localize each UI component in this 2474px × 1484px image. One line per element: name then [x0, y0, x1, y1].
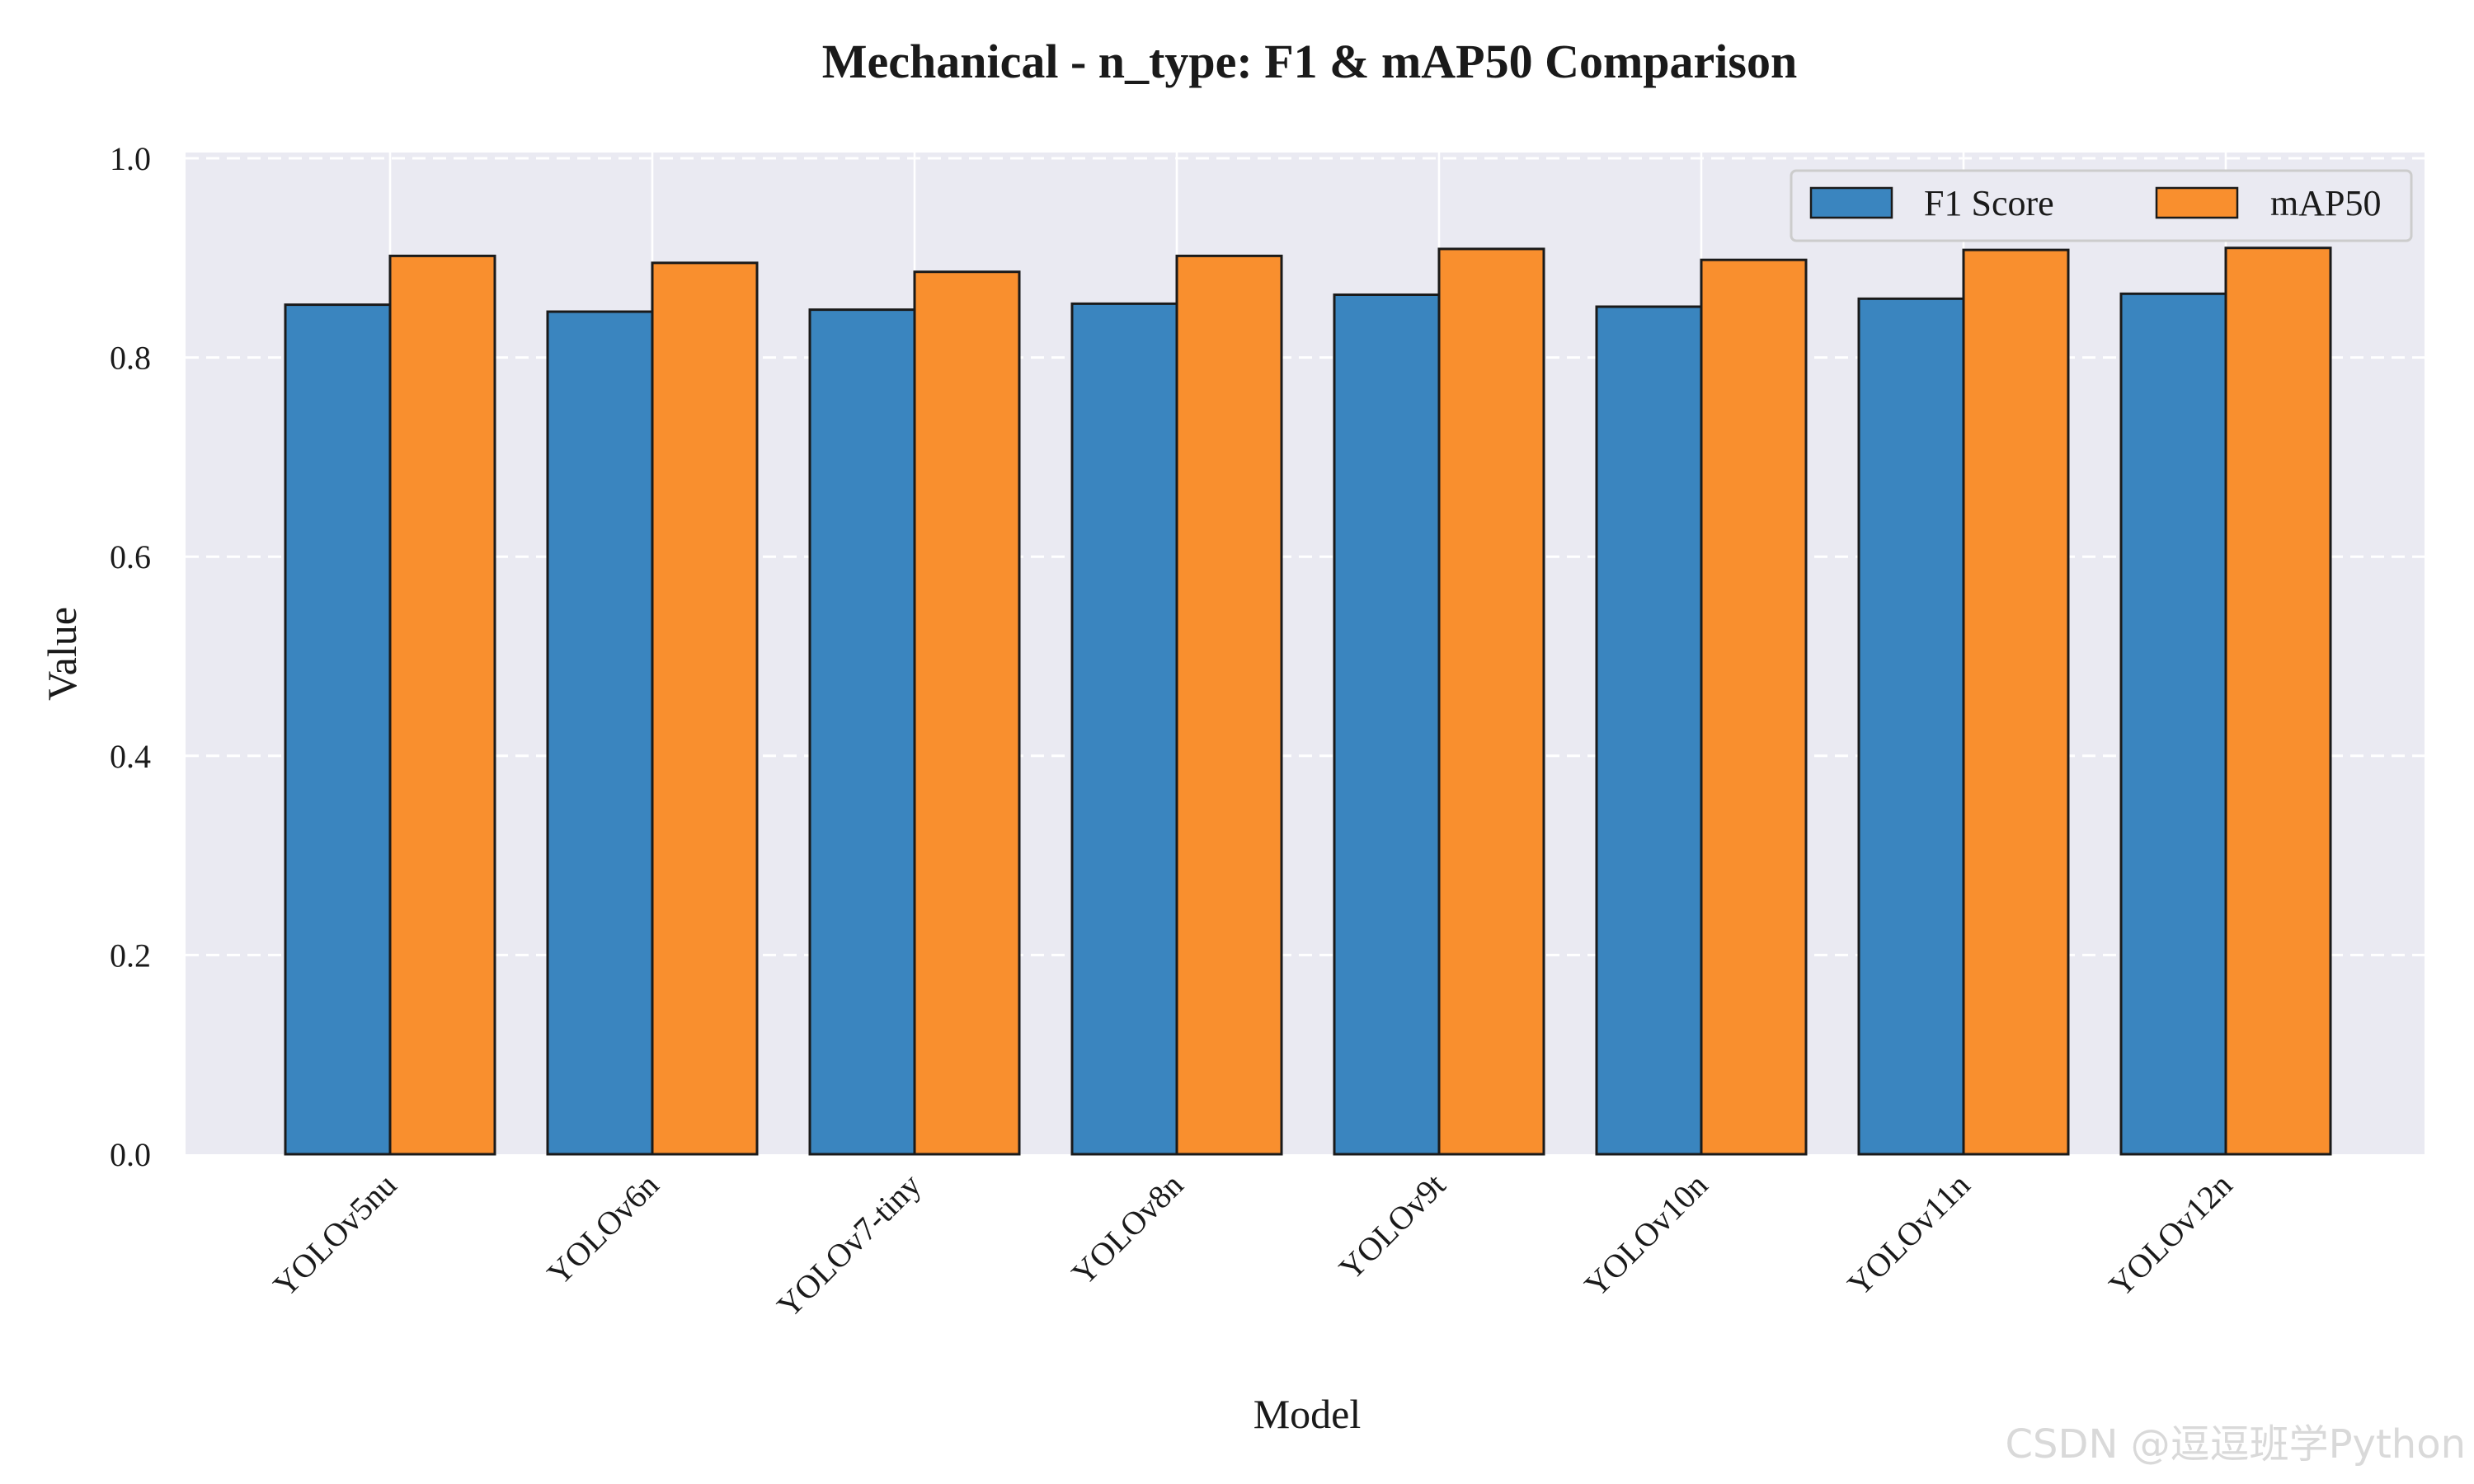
y-tick-label: 0.6	[110, 538, 151, 575]
plot-area	[186, 153, 2425, 1154]
bar-f1-score	[1070, 302, 1178, 1156]
x-tick-label: YOLOv6n	[540, 1167, 666, 1293]
bar-map50	[2224, 247, 2332, 1156]
legend-label-map50: mAP50	[2270, 183, 2381, 223]
bar-f1-score	[1857, 297, 1965, 1156]
y-axis-label: Value	[39, 607, 85, 701]
bars	[284, 247, 2332, 1156]
legend-swatch-map50	[2155, 186, 2239, 219]
bar-map50	[913, 270, 1021, 1156]
watermark-text: CSDN @逗逗班学Python	[2006, 1421, 2467, 1468]
x-tick-label: YOLOv8n	[1065, 1167, 1191, 1293]
x-axis-ticks: YOLOv5nu YOLOv6n YOLOv7-tiny YOLOv8n YOLOv9t…	[266, 1167, 2239, 1325]
bar-map50	[1962, 248, 2070, 1156]
bar-f1-score	[546, 310, 654, 1156]
bar-map50	[1437, 247, 1545, 1156]
legend: F1 Score mAP50	[1790, 169, 2413, 242]
bar-map50	[1175, 254, 1283, 1156]
legend-swatch-f1-score	[1809, 186, 1893, 219]
y-axis-ticks: 0.0 0.2 0.4 0.6 0.8 1.0	[110, 140, 151, 1173]
x-tick-label: YOLOv11n	[1840, 1167, 1977, 1303]
y-tick-label: 0.0	[110, 1136, 151, 1173]
chart-title: Mechanical - n_type: F1 & mAP50 Comparis…	[822, 35, 1797, 88]
y-tick-label: 0.4	[110, 738, 151, 775]
y-tick-label: 1.0	[110, 140, 151, 177]
bar-map50	[388, 254, 496, 1156]
bar-f1-score	[1333, 293, 1441, 1156]
x-tick-label: YOLOv5nu	[266, 1167, 403, 1304]
bar-map50	[651, 261, 759, 1156]
bar-map50	[1700, 258, 1808, 1156]
bar-f1-score	[2119, 292, 2227, 1156]
y-tick-label: 0.2	[110, 937, 151, 974]
x-tick-label: YOLOv7-tiny	[769, 1167, 928, 1325]
bar-f1-score	[808, 308, 916, 1156]
y-tick-label: 0.8	[110, 340, 151, 377]
x-tick-label: YOLOv10n	[1577, 1167, 1714, 1304]
bar-f1-score	[1595, 305, 1703, 1156]
x-tick-label: YOLOv12n	[2101, 1167, 2239, 1304]
bar-f1-score	[284, 303, 392, 1156]
legend-box	[1790, 169, 2413, 242]
x-axis-label: Model	[1253, 1391, 1362, 1437]
x-tick-label: YOLOv9t	[1332, 1167, 1453, 1288]
legend-label-f1-score: F1 Score	[1924, 183, 2054, 223]
